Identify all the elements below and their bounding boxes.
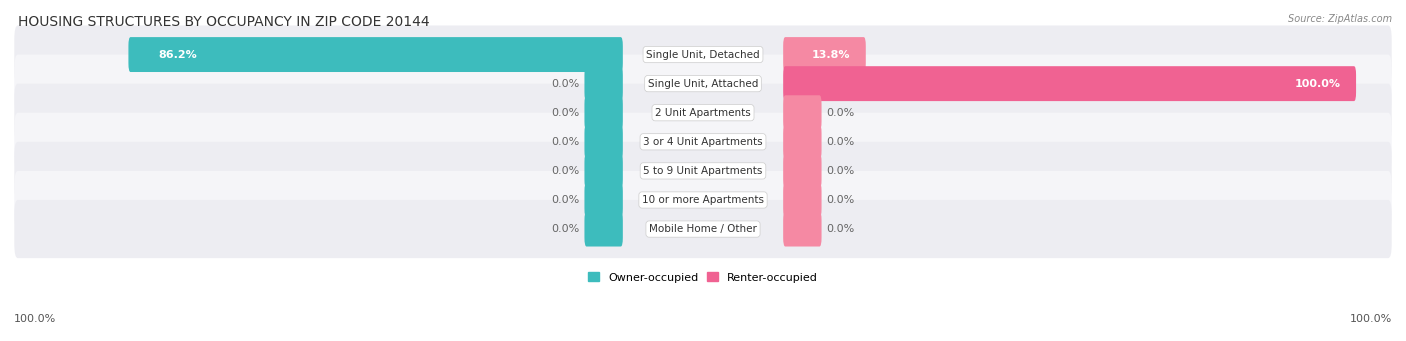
Text: 13.8%: 13.8% xyxy=(811,49,851,60)
Text: 0.0%: 0.0% xyxy=(827,137,855,147)
Text: 2 Unit Apartments: 2 Unit Apartments xyxy=(655,108,751,118)
FancyBboxPatch shape xyxy=(783,124,821,159)
Text: 86.2%: 86.2% xyxy=(157,49,197,60)
FancyBboxPatch shape xyxy=(14,142,1392,200)
Text: Single Unit, Attached: Single Unit, Attached xyxy=(648,79,758,89)
Text: 5 to 9 Unit Apartments: 5 to 9 Unit Apartments xyxy=(644,166,762,176)
Text: 0.0%: 0.0% xyxy=(551,166,579,176)
FancyBboxPatch shape xyxy=(14,26,1392,84)
Text: Mobile Home / Other: Mobile Home / Other xyxy=(650,224,756,234)
Text: Single Unit, Detached: Single Unit, Detached xyxy=(647,49,759,60)
Text: 100.0%: 100.0% xyxy=(1295,79,1340,89)
Text: 0.0%: 0.0% xyxy=(551,79,579,89)
FancyBboxPatch shape xyxy=(585,124,623,159)
Text: 0.0%: 0.0% xyxy=(551,224,579,234)
Text: 0.0%: 0.0% xyxy=(827,195,855,205)
Text: 100.0%: 100.0% xyxy=(1350,314,1392,324)
Text: HOUSING STRUCTURES BY OCCUPANCY IN ZIP CODE 20144: HOUSING STRUCTURES BY OCCUPANCY IN ZIP C… xyxy=(18,15,429,29)
FancyBboxPatch shape xyxy=(585,212,623,247)
Text: 0.0%: 0.0% xyxy=(551,195,579,205)
FancyBboxPatch shape xyxy=(783,66,1355,101)
FancyBboxPatch shape xyxy=(783,37,866,72)
FancyBboxPatch shape xyxy=(14,84,1392,142)
FancyBboxPatch shape xyxy=(783,182,821,218)
Text: 0.0%: 0.0% xyxy=(551,137,579,147)
Text: 0.0%: 0.0% xyxy=(827,108,855,118)
FancyBboxPatch shape xyxy=(783,212,821,247)
Text: 0.0%: 0.0% xyxy=(551,108,579,118)
FancyBboxPatch shape xyxy=(14,171,1392,229)
FancyBboxPatch shape xyxy=(585,182,623,218)
FancyBboxPatch shape xyxy=(14,200,1392,258)
FancyBboxPatch shape xyxy=(585,66,623,101)
FancyBboxPatch shape xyxy=(14,113,1392,171)
Text: 0.0%: 0.0% xyxy=(827,166,855,176)
Text: 10 or more Apartments: 10 or more Apartments xyxy=(643,195,763,205)
Text: 0.0%: 0.0% xyxy=(827,224,855,234)
Legend: Owner-occupied, Renter-occupied: Owner-occupied, Renter-occupied xyxy=(583,268,823,287)
FancyBboxPatch shape xyxy=(128,37,623,72)
FancyBboxPatch shape xyxy=(783,95,821,130)
Text: 100.0%: 100.0% xyxy=(14,314,56,324)
Text: Source: ZipAtlas.com: Source: ZipAtlas.com xyxy=(1288,14,1392,24)
FancyBboxPatch shape xyxy=(585,153,623,188)
FancyBboxPatch shape xyxy=(14,55,1392,113)
FancyBboxPatch shape xyxy=(585,95,623,130)
FancyBboxPatch shape xyxy=(783,153,821,188)
Text: 3 or 4 Unit Apartments: 3 or 4 Unit Apartments xyxy=(643,137,763,147)
